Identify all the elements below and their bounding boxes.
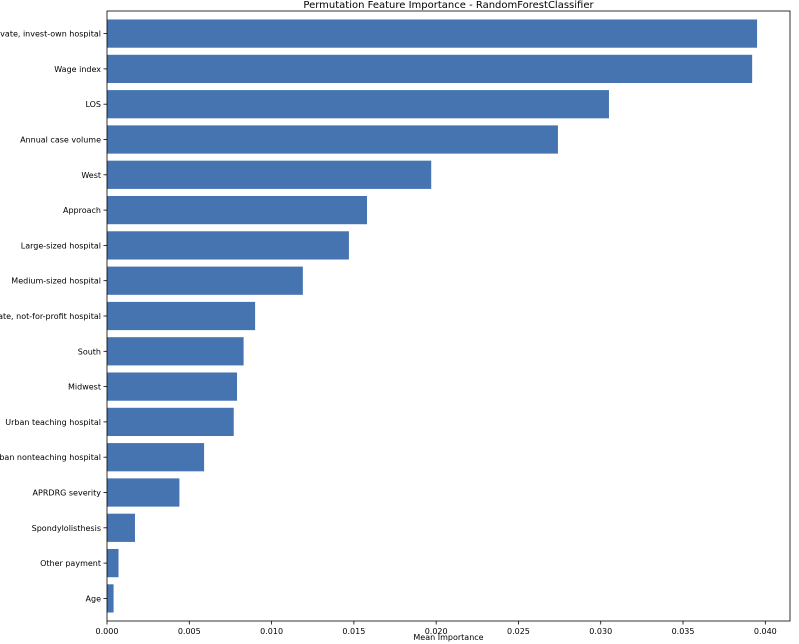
category-label: APRDRG severity — [33, 489, 102, 498]
bar — [107, 337, 244, 366]
bar — [107, 231, 349, 260]
bar — [107, 90, 609, 119]
bar — [107, 548, 119, 578]
category-label: Urban nonteaching hospital — [0, 453, 101, 462]
category-label: Urban teaching hospital — [5, 418, 101, 427]
x-tick-label: 0.040 — [754, 627, 777, 636]
category-labels-group: Private, invest-own hospital Wage index LO… — [0, 30, 107, 603]
x-tick-label: 0.015 — [342, 627, 365, 636]
x-tick-label: 0.010 — [260, 627, 283, 636]
bar — [107, 195, 368, 225]
bar — [107, 372, 238, 401]
x-tick-label: 0.035 — [672, 627, 695, 636]
bar — [107, 584, 114, 613]
category-label: Age — [86, 594, 102, 603]
category-label: Approach — [63, 206, 101, 215]
category-label: Private, not-for-profit hospital — [0, 312, 101, 321]
x-tick-label: 0.000 — [96, 627, 119, 636]
category-label: Private, invest-own hospital — [0, 30, 101, 39]
bars-group — [107, 19, 758, 613]
x-tick-label: 0.025 — [507, 627, 530, 636]
bar — [107, 125, 558, 154]
x-axis: 0.000 0.005 0.010 0.015 0.020 0.025 0.030 0.035… — [96, 621, 777, 636]
bar — [107, 301, 256, 331]
category-label: Other payment — [40, 559, 101, 568]
x-tick-label: 0.005 — [178, 627, 201, 636]
x-tick-label: 0.030 — [589, 627, 612, 636]
bar — [107, 478, 180, 507]
bar — [107, 513, 135, 542]
category-label: South — [78, 347, 101, 356]
plot-frame — [106, 10, 791, 622]
bar — [107, 443, 205, 472]
category-label: Annual case volume — [20, 135, 101, 144]
bar — [107, 19, 758, 48]
x-axis-label: Mean Importance — [413, 633, 483, 642]
x-tick-label: 0.020 — [425, 627, 448, 636]
category-label: Spondylolisthesis — [32, 524, 101, 533]
category-label: Midwest — [68, 383, 101, 392]
bar — [107, 160, 432, 189]
bar — [107, 54, 753, 84]
category-label: LOS — [85, 100, 101, 109]
bar — [107, 266, 303, 295]
category-label: Wage index — [54, 65, 101, 74]
category-label: Large-sized hospital — [21, 241, 101, 250]
category-label: West — [81, 171, 101, 180]
category-label: Medium-sized hospital — [11, 277, 101, 286]
chart-title: Permutation Feature Importance - RandomF… — [303, 0, 594, 11]
bar — [107, 407, 234, 437]
